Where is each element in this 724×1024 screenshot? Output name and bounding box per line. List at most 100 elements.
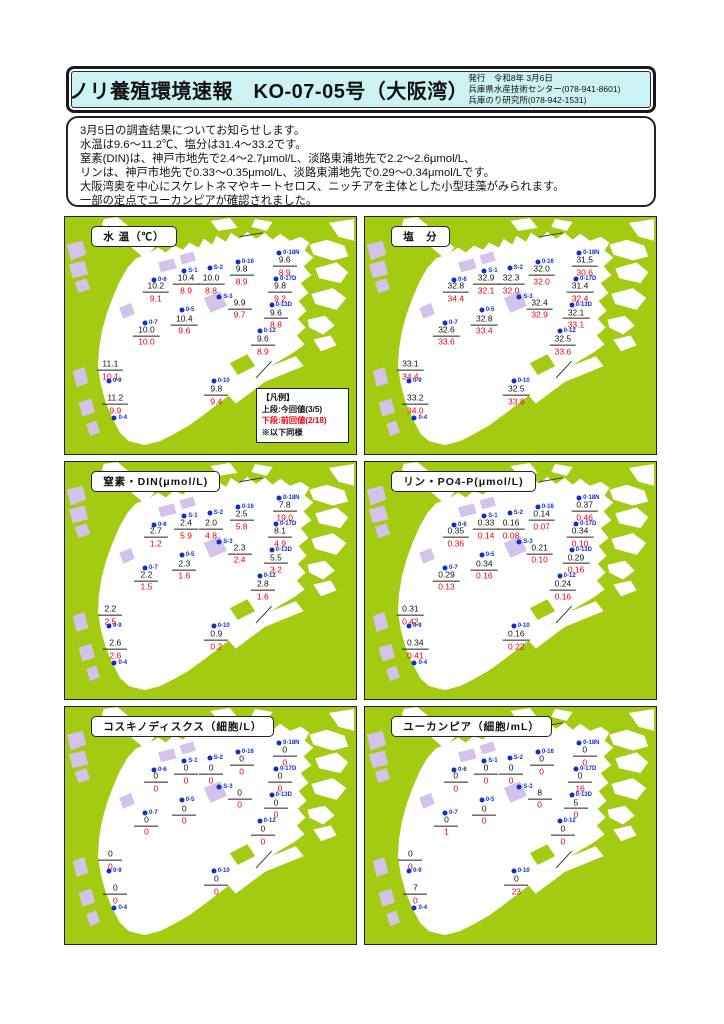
station-label: 0-17D: [579, 766, 597, 773]
station-label: 0-5: [185, 307, 195, 314]
southeast-channel: [527, 356, 604, 404]
previous-value: 0: [508, 775, 514, 786]
previous-value: 34.4: [447, 293, 465, 304]
station-values: 10.4 9.6: [171, 309, 198, 336]
summary-line: リンは、神戸市地先で0.33～0.35μmol/L、淡路東浦地先で0.29～0.…: [80, 167, 495, 179]
urban-patch: [374, 768, 391, 784]
boundary-line: [239, 477, 263, 483]
station-values: 0.35 0.36: [442, 522, 470, 549]
current-value: 32.4: [526, 298, 553, 310]
current-value: 8.1: [268, 527, 293, 539]
station-marker-0-5: [179, 307, 185, 313]
shore-inlet: [551, 708, 573, 721]
station-values: 0.31 0.42: [397, 600, 424, 627]
shore-inlet: [551, 463, 573, 476]
current-value: 0: [572, 746, 597, 757]
station-layer: 0-18N 0.37 0.46 0-16 0.14 0.07 S-1 0.33 0.14 S-2 0…: [365, 462, 656, 699]
current-value: 0.34: [471, 559, 498, 571]
station-values: 10.4 8.9: [172, 269, 200, 296]
current-value: 10.4: [172, 273, 200, 285]
current-value: 32.6: [433, 325, 460, 337]
station-values: 9.8 9.2: [268, 277, 293, 304]
previous-value: 1.6: [178, 571, 191, 582]
previous-value: 23: [511, 886, 522, 897]
map-panel-4: リン・PO4-P(μmol/L) 0-18N 0.37 0.46 0-16 0.14 0.…: [364, 461, 657, 700]
station-label: 0-10: [217, 867, 230, 874]
current-value: 32.8: [471, 314, 498, 326]
station-marker-0-9: [406, 868, 412, 874]
previous-value: 8.9: [180, 285, 192, 296]
station-label: S-2: [513, 265, 523, 272]
station-marker-0-17D: [573, 766, 579, 772]
harbor-shape: [307, 805, 335, 825]
previous-value: 0: [260, 836, 266, 847]
previous-value: 9.4: [210, 396, 223, 407]
boundary-line: [539, 232, 563, 238]
current-value: 0: [199, 763, 224, 775]
previous-value: 2.5: [104, 616, 117, 627]
station-marker-0-7: [142, 565, 148, 571]
harbor-shape: [607, 560, 635, 580]
station-marker-0-7: [442, 810, 448, 816]
current-value: 5.5: [263, 553, 288, 565]
station-marker-0-13D: [269, 792, 275, 798]
station-label: 0-12: [563, 328, 576, 335]
current-value: 0.34: [402, 638, 429, 650]
current-value: 0.35: [442, 527, 470, 539]
urban-patch: [372, 612, 389, 632]
map-title: コスキノディスクス（細胞/L）: [91, 716, 275, 737]
station-values: 0.16 0.22: [503, 625, 530, 652]
station-label: 0-10: [217, 622, 230, 629]
station-values: 5.5 3.2: [263, 548, 288, 575]
station-label: 0-10: [217, 377, 230, 384]
current-value: 0.29: [433, 570, 460, 582]
station-layer: 0-18N 0 0 0-16 0 0 S-1 0 0 S-2 0 0 0-6 0 0 0-17D 0 0 S-3 0 0…: [65, 707, 356, 944]
urban-patch: [86, 910, 100, 927]
previous-value: 0: [582, 757, 588, 768]
current-value: 2.3: [172, 559, 197, 571]
station-label: 0-7: [449, 564, 458, 571]
boundary-line: [255, 605, 272, 624]
station-values: 2.7 1.2: [143, 522, 168, 549]
previous-value: 3.2: [270, 564, 282, 575]
urban-patch: [68, 260, 89, 279]
harbor-shape: [328, 463, 355, 486]
station-marker-0-13D: [569, 792, 575, 798]
station-values: 11.1 10.1: [97, 355, 124, 382]
station-marker-0-6: [151, 522, 157, 528]
legend-note: ※以下同様: [261, 428, 303, 438]
station-marker-0-13D: [269, 547, 275, 553]
station-marker-0-7: [442, 565, 448, 571]
summary-line: 3月5日の調査結果についてお知らせします。: [80, 125, 306, 137]
station-label: 0-7: [149, 319, 158, 326]
station-label: 0-6: [158, 521, 167, 528]
station-label: 0-4: [418, 414, 428, 421]
shore-inlet: [210, 217, 238, 231]
osaka-bay-map: [65, 707, 356, 944]
urban-patch: [78, 643, 96, 662]
current-value: 9.8: [229, 264, 254, 276]
station-label: 0-18N: [283, 739, 300, 746]
current-value: 32.5: [549, 334, 577, 346]
previous-value: 0: [239, 766, 244, 777]
station-label: 0-18N: [583, 249, 600, 256]
station-marker-0-9: [106, 378, 112, 384]
station-values: 0 23: [504, 870, 529, 897]
urban-patch: [74, 523, 91, 539]
previous-value: 0.46: [576, 512, 593, 523]
boundary-line: [555, 850, 572, 869]
station-marker-0-13D: [569, 302, 575, 308]
previous-value: 0: [560, 836, 566, 847]
urban-patch: [366, 730, 387, 751]
current-value: 32.0: [528, 264, 555, 276]
previous-value: 33.4: [476, 326, 493, 337]
urban-patch: [419, 302, 435, 319]
harbor-shape: [309, 239, 349, 261]
previous-value: 0.16: [554, 591, 572, 602]
current-value: 0: [250, 824, 275, 836]
